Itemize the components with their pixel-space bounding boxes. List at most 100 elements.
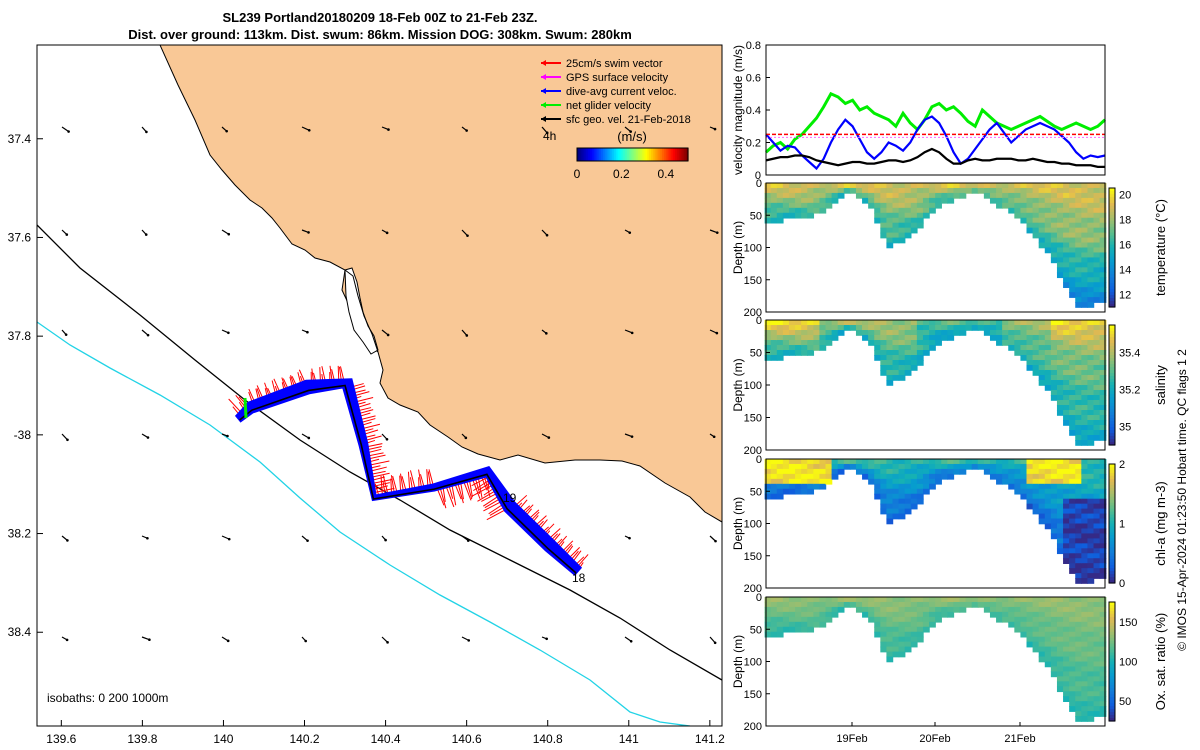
heatmap-cell bbox=[898, 355, 906, 361]
heatmap-cell bbox=[1069, 626, 1076, 633]
heatmap-colorbar-cell bbox=[1109, 529, 1115, 534]
heatmap-cell bbox=[1075, 498, 1083, 505]
heatmap-cell bbox=[1099, 558, 1107, 564]
heatmap-cell bbox=[996, 611, 1003, 618]
heatmap-cell bbox=[1099, 651, 1107, 658]
heatmap-cell bbox=[1093, 365, 1101, 371]
heatmap-cell bbox=[1087, 242, 1095, 249]
heatmap-colorbar-tick: 2 bbox=[1119, 459, 1125, 471]
heatmap-colorbar-cell bbox=[1109, 409, 1115, 413]
heatmap-cell bbox=[904, 187, 912, 194]
heatmap-cell bbox=[1081, 350, 1089, 356]
heatmap-cell bbox=[1093, 573, 1101, 579]
heatmap-cell bbox=[904, 212, 912, 219]
heatmap-cell bbox=[868, 463, 875, 470]
heatmap-cell bbox=[898, 192, 906, 199]
heatmap-cell bbox=[1014, 187, 1022, 194]
heatmap-cell bbox=[1044, 330, 1052, 336]
heatmap-cell bbox=[977, 459, 985, 465]
heatmap-cell bbox=[1056, 257, 1064, 264]
heatmap-cell bbox=[849, 320, 857, 326]
heatmap-cell bbox=[1081, 631, 1089, 638]
heatmap-cell bbox=[795, 483, 802, 490]
heatmap-cell bbox=[996, 597, 1003, 603]
heatmap-cell bbox=[1081, 493, 1089, 500]
heatmap-cell bbox=[892, 325, 900, 331]
heatmap-cell bbox=[929, 197, 936, 204]
heatmap-cell bbox=[764, 187, 772, 194]
map-colorbar-cell bbox=[630, 148, 634, 161]
heatmap-cell bbox=[1032, 325, 1040, 331]
heatmap-cell bbox=[910, 325, 918, 331]
heatmap-cell bbox=[1093, 202, 1101, 209]
heatmap-cell bbox=[898, 606, 906, 613]
heatmap-cell bbox=[776, 459, 784, 465]
heatmap-cell bbox=[1044, 335, 1052, 341]
heatmap-cell bbox=[1020, 355, 1028, 361]
heatmap-cell bbox=[1069, 701, 1076, 707]
heatmap-cell bbox=[898, 197, 906, 204]
heatmap-cell bbox=[813, 468, 821, 475]
heatmap-cell bbox=[1026, 611, 1034, 618]
heatmap-cell bbox=[1026, 197, 1034, 204]
heatmap-cell bbox=[1063, 267, 1070, 274]
heatmap-cell bbox=[892, 503, 900, 510]
heatmap-colorbar-label: temperature (°C) bbox=[1153, 199, 1168, 296]
sfc-geo-arrow bbox=[141, 329, 149, 336]
swim-vector bbox=[451, 484, 457, 506]
map-colorbar-cell bbox=[673, 148, 676, 161]
heatmap-cell bbox=[795, 192, 802, 199]
heatmap-cell bbox=[1050, 513, 1058, 520]
heatmap-cell bbox=[886, 192, 894, 199]
heatmap-cell bbox=[1038, 227, 1046, 234]
swim-vector bbox=[439, 487, 447, 509]
heatmap-cell bbox=[1087, 287, 1095, 293]
heatmap-cell bbox=[1032, 222, 1040, 229]
heatmap-cell bbox=[1056, 543, 1064, 550]
heatmap-cell bbox=[1063, 597, 1070, 603]
heatmap-cell bbox=[886, 227, 894, 234]
heatmap-cell bbox=[996, 459, 1003, 465]
heatmap-cell bbox=[770, 621, 778, 628]
heatmap-colorbar-cell bbox=[1109, 475, 1115, 480]
heatmap-cell bbox=[1026, 360, 1034, 366]
heatmap-cell bbox=[1075, 400, 1083, 406]
heatmap-cell bbox=[1038, 636, 1046, 643]
heatmap-cell bbox=[1087, 543, 1095, 550]
heatmap-cell bbox=[1044, 651, 1052, 658]
heatmap-cell bbox=[1014, 463, 1022, 470]
sfc-geo-arrowhead bbox=[66, 539, 69, 542]
heatmap-cell bbox=[1093, 207, 1101, 214]
heatmap-cell bbox=[1099, 711, 1107, 717]
heatmap-cell bbox=[1032, 631, 1040, 638]
heatmap-cell bbox=[819, 325, 827, 331]
heatmap-cell bbox=[1063, 187, 1070, 194]
heatmap-colorbar-cell bbox=[1109, 436, 1115, 440]
heatmap-cell bbox=[983, 187, 991, 194]
heatmap-cell bbox=[1069, 202, 1076, 209]
heatmap-cell bbox=[831, 192, 839, 199]
heatmap-colorbar-cell bbox=[1109, 565, 1115, 569]
heatmap-cell bbox=[874, 325, 882, 331]
heatmap-cell bbox=[1056, 518, 1064, 525]
heatmap-cell bbox=[1075, 513, 1083, 520]
heatmap-cell bbox=[776, 621, 784, 628]
heatmap-cell bbox=[880, 345, 888, 351]
heatmap-cell bbox=[880, 616, 888, 623]
heatmap-colorbar-tick: 12 bbox=[1119, 289, 1131, 301]
heatmap-cell bbox=[1063, 277, 1070, 284]
heatmap-cell bbox=[892, 631, 900, 638]
day-label-18: 18 bbox=[572, 571, 586, 585]
heatmap-cell bbox=[898, 636, 906, 643]
heatmap-cell bbox=[1056, 636, 1064, 643]
heatmap-cell bbox=[795, 597, 802, 603]
heatmap-cell bbox=[1093, 375, 1101, 381]
heatmap-cell bbox=[1026, 621, 1034, 628]
heatmap-cell bbox=[1050, 385, 1058, 391]
heatmap-cell bbox=[886, 237, 894, 244]
heatmap-cell bbox=[910, 463, 918, 470]
heatmap-cell bbox=[874, 345, 882, 351]
heatmap-cell bbox=[1063, 676, 1070, 683]
heatmap-cell bbox=[1044, 187, 1052, 194]
heatmap-cell bbox=[1032, 350, 1040, 356]
